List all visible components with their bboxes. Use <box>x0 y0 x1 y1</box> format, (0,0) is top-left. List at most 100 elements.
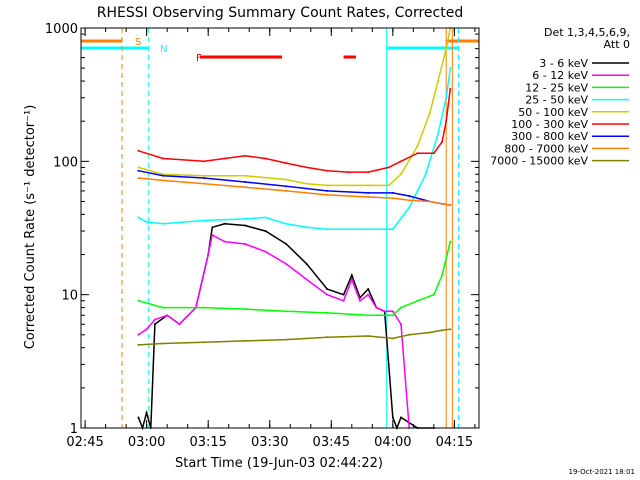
legend-label: 800 - 7000 keV <box>504 142 588 155</box>
series-point <box>391 228 394 231</box>
legend-label: 50 - 100 keV <box>518 106 588 119</box>
series-point <box>137 166 140 169</box>
series-point <box>445 120 448 123</box>
legend-label: 12 - 25 keV <box>525 81 588 94</box>
series-point <box>178 323 181 326</box>
series-point <box>367 228 370 231</box>
y-tick-label: 1000 <box>45 22 78 37</box>
series-point <box>244 186 247 189</box>
series-point <box>346 184 349 187</box>
series-point <box>346 171 349 174</box>
legend-label: 3 - 6 keV <box>539 57 588 70</box>
series-point <box>441 140 444 143</box>
series-point <box>400 416 403 419</box>
series-point <box>350 274 353 277</box>
flag-label-n: N <box>160 44 167 55</box>
series-point <box>367 184 370 187</box>
series-point <box>207 253 210 256</box>
series-point <box>367 314 370 317</box>
series-point <box>203 341 206 344</box>
series-point <box>137 416 140 419</box>
x-tick-label: 04:15 <box>436 435 473 450</box>
series-point <box>408 194 411 197</box>
y-tick-label: 1 <box>70 422 78 437</box>
series-point <box>203 176 206 179</box>
series-point <box>416 145 419 148</box>
series-point <box>432 152 435 155</box>
series-point <box>400 173 403 176</box>
series-point <box>326 336 329 339</box>
series-point <box>244 339 247 342</box>
chart-title: RHESSI Observing Summary Count Rates, Co… <box>97 5 463 21</box>
series-point <box>145 411 148 414</box>
series-point <box>367 196 370 199</box>
series-point <box>367 191 370 194</box>
series-point <box>244 180 247 183</box>
series-point <box>137 333 140 336</box>
x-tick-label: 03:15 <box>189 435 226 450</box>
series-point <box>162 174 165 177</box>
series-point <box>391 310 394 313</box>
series-point <box>211 234 214 237</box>
series-point <box>223 240 226 243</box>
series-point <box>449 67 452 70</box>
series-point <box>367 288 370 291</box>
series-point <box>285 262 288 265</box>
generated-date: 19-Oct-2021 18:01 <box>569 468 635 476</box>
series-point <box>162 157 165 160</box>
series-point <box>162 173 165 176</box>
plot-frame <box>80 27 480 429</box>
series-point <box>408 333 411 336</box>
series-point <box>350 278 353 281</box>
series-point <box>326 311 329 314</box>
series-line <box>137 223 434 431</box>
series-point <box>359 299 362 302</box>
series-point <box>416 299 419 302</box>
series-point <box>408 206 411 209</box>
series-point <box>387 363 390 366</box>
series-point <box>387 166 390 169</box>
series-point <box>383 310 386 313</box>
series-point <box>391 416 394 419</box>
series-line <box>137 233 410 429</box>
series-point <box>441 202 444 205</box>
series-point <box>326 189 329 192</box>
series-point <box>203 306 206 309</box>
y-axis-label: Corrected Count Rate (s⁻¹ detector⁻¹) <box>23 105 38 350</box>
y-tick-label: 100 <box>53 155 78 170</box>
series-point <box>153 318 156 321</box>
legend-attenuator: Att 0 <box>604 38 630 51</box>
series-point <box>223 222 226 225</box>
x-axis-label: Start Time (19-Jun-03 02:44:22) <box>175 456 383 471</box>
legend-detectors: Det 1,3,4,5,6,9, <box>544 26 630 39</box>
series-point <box>285 310 288 313</box>
series-point <box>285 242 288 245</box>
series-point <box>326 228 329 231</box>
axis-ticks: 1 10 100 1000 02:45 03:00 03:15 03:30 03:45 04:00… <box>45 22 479 450</box>
series-point <box>400 306 403 309</box>
series-point <box>326 288 329 291</box>
series-point <box>137 169 140 172</box>
series-point <box>137 176 140 179</box>
series-point <box>285 178 288 181</box>
series-point <box>203 160 206 163</box>
series-point <box>400 323 403 326</box>
series-point <box>326 169 329 172</box>
legend-label: 100 - 300 keV <box>511 118 588 131</box>
series-point <box>436 133 439 136</box>
x-tick-label: 03:45 <box>313 435 350 450</box>
series-point <box>428 331 431 334</box>
legend-label: 25 - 50 keV <box>525 94 588 107</box>
series-point <box>166 314 169 317</box>
series-point <box>391 197 394 200</box>
series-line <box>138 177 451 206</box>
series-point <box>285 222 288 225</box>
series-point <box>305 182 308 185</box>
series-point <box>326 193 329 196</box>
legend-label: 6 - 12 keV <box>532 69 588 82</box>
series-point <box>432 293 435 296</box>
series-point <box>441 329 444 332</box>
series-point <box>137 149 140 152</box>
series-point <box>244 174 247 177</box>
